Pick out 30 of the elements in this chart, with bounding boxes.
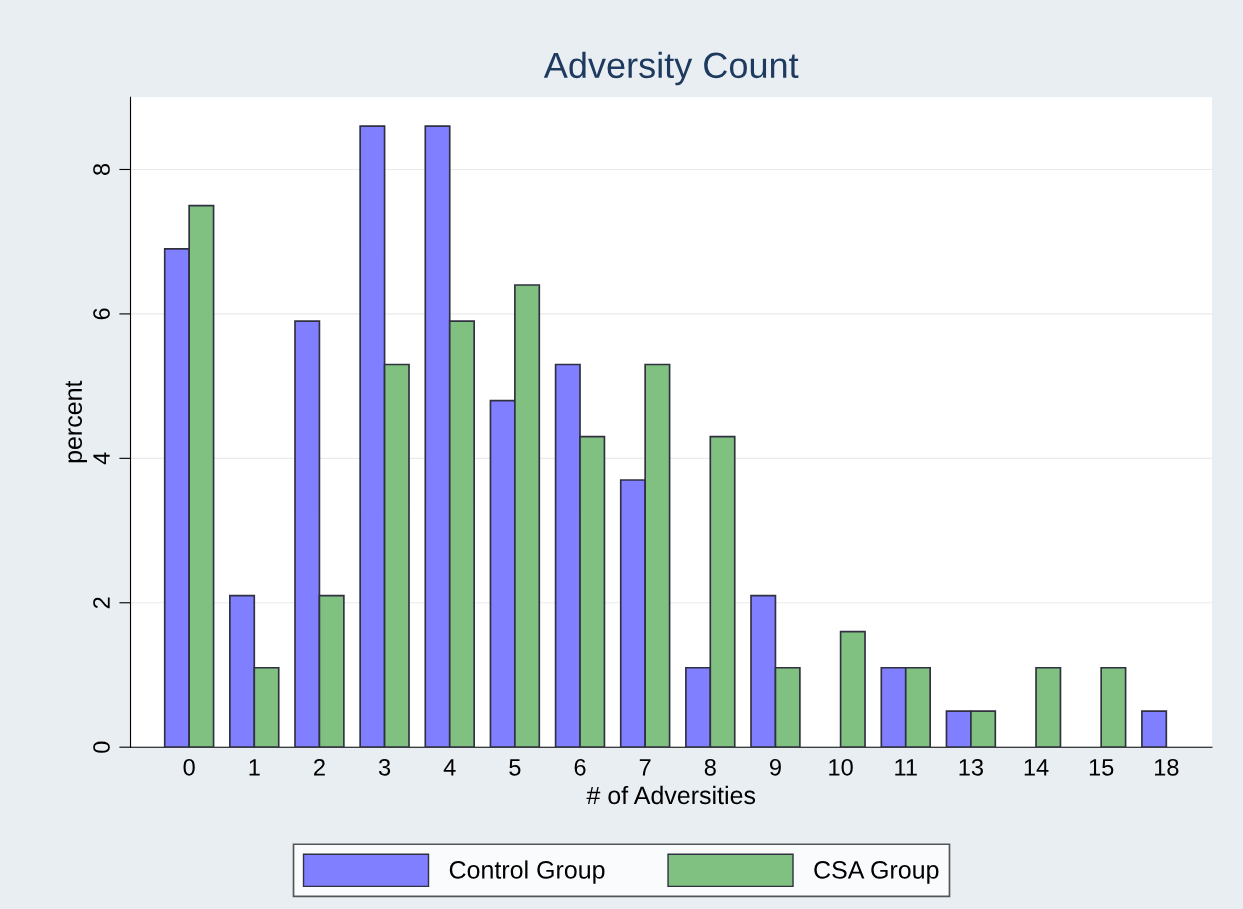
x-tick-label: 11 <box>895 759 917 776</box>
x-axis-title: # of Adversities <box>586 785 756 805</box>
y-tick-label: 6 <box>93 308 110 320</box>
x-tick-label: 15 <box>1089 759 1114 776</box>
x-tick-label: 5 <box>509 759 521 776</box>
legend-label: Control Group <box>449 860 605 884</box>
x-tick-label: 8 <box>704 758 716 776</box>
x-tick-label: 18 <box>1154 758 1179 776</box>
x-tick-label: 4 <box>443 759 456 776</box>
y-tick-label: 4 <box>93 452 110 465</box>
bar <box>1100 666 1127 748</box>
y-tick-label: 0 <box>93 741 110 753</box>
bar <box>1141 710 1168 748</box>
bar <box>1035 666 1062 748</box>
chart-title: Adversity Count <box>543 51 799 86</box>
x-tick-label: 10 <box>829 758 853 776</box>
x-tick-label: 6 <box>574 758 586 776</box>
x-tick-label: 9 <box>769 758 781 776</box>
y-tick-label: 2 <box>93 597 110 609</box>
x-tick-label: 1 <box>249 759 260 776</box>
x-tick-label: 3 <box>378 758 391 776</box>
x-tick-label: 7 <box>639 759 651 776</box>
x-tick-label: 0 <box>183 758 195 776</box>
y-tick-label: 8 <box>93 163 110 176</box>
legend-label: CSA Group <box>814 861 939 884</box>
x-tick-label: 13 <box>959 758 983 776</box>
x-tick-label: 14 <box>1024 759 1049 776</box>
y-axis-title: percent <box>65 380 87 463</box>
x-tick-label: 2 <box>314 758 325 776</box>
bar <box>839 630 866 748</box>
